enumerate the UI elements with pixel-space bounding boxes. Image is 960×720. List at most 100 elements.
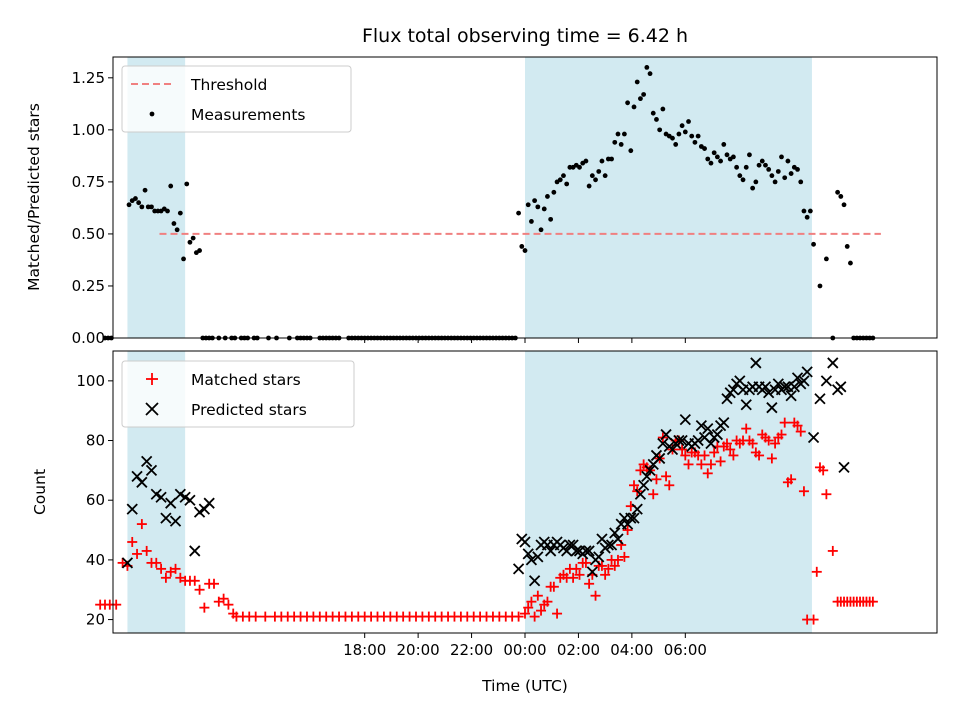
predicted-star-point — [528, 575, 541, 587]
measurement-point — [596, 169, 602, 174]
measurement-point — [638, 96, 643, 102]
matched-star-point — [250, 611, 261, 622]
matched-star-point — [260, 611, 271, 622]
bottom-legend-box — [121, 360, 355, 428]
measurement-point — [743, 164, 749, 170]
predicted-star-point — [586, 566, 598, 578]
bottom-panel: 20 40 60 80 100 18:00 20:00 22:00 00:00 02:00 04:… — [31, 350, 938, 695]
bottom-axes-frame — [112, 350, 938, 634]
predicted-star-point — [673, 434, 685, 447]
measurement-point — [535, 204, 541, 210]
predicted-star-point — [155, 491, 167, 503]
bottom-data-marks — [95, 357, 878, 625]
bottom-x-ticks: 18:00 20:00 22:00 00:00 02:00 04:00 06:00 — [343, 633, 707, 659]
matched-star-point — [747, 438, 758, 449]
x-tick-label: 02:00 — [557, 641, 600, 659]
matched-star-point — [223, 599, 234, 610]
predicted-star-point — [801, 366, 813, 378]
measurement-point — [165, 208, 170, 214]
predicted-star-point — [580, 545, 592, 557]
measurement-point — [139, 204, 145, 210]
matched-star-point — [696, 459, 707, 470]
measurement-point — [532, 198, 538, 204]
measurement-point — [641, 92, 647, 97]
measurement-point — [711, 150, 717, 156]
chart-title: Flux total observing time = 6.42 h — [362, 25, 688, 47]
measurement-point — [557, 177, 563, 183]
matched-star-point — [821, 489, 832, 500]
matched-star-point — [779, 417, 790, 428]
measurement-point — [654, 117, 659, 122]
measurement-point — [593, 177, 598, 183]
matched-star-point — [715, 456, 726, 467]
measurement-point — [583, 158, 589, 164]
measurement-point — [586, 183, 592, 189]
measurement-point — [788, 171, 794, 176]
measurement-point — [538, 227, 544, 233]
predicted-star-point — [631, 503, 643, 515]
measurement-point — [753, 179, 759, 185]
legend-matched-label: Matched stars — [191, 371, 301, 389]
matched-star-point — [532, 590, 543, 601]
x-axis-label: Time (UTC) — [481, 677, 568, 695]
predicted-star-point — [644, 464, 656, 477]
measurement-point — [756, 162, 762, 168]
measurement-point — [577, 164, 582, 170]
measurement-point — [731, 154, 736, 160]
matched-star-point — [709, 447, 720, 458]
predicted-star-point — [750, 357, 762, 369]
matched-star-point — [808, 614, 819, 625]
matched-star-point — [721, 438, 732, 449]
measurement-point — [197, 248, 202, 253]
matched-star-point — [798, 486, 809, 497]
bottom-legend: Matched stars Predicted stars — [121, 360, 355, 428]
matched-star-point — [792, 420, 803, 431]
matched-star-point — [542, 596, 553, 607]
matched-star-point — [170, 563, 181, 574]
top-data-marks — [102, 65, 881, 341]
predicted-star-point — [692, 434, 704, 447]
predicted-star-point — [121, 557, 134, 569]
measurement-point — [721, 142, 727, 147]
y-tick-label: 100 — [76, 372, 105, 390]
matched-star-point — [603, 563, 614, 574]
measurement-point — [679, 123, 685, 129]
measurement-point — [548, 216, 554, 222]
predicted-star-point — [641, 470, 653, 482]
matched-star-point — [702, 468, 713, 479]
predicted-star-point — [814, 393, 826, 405]
top-y-ticks: 0.00 0.25 0.50 0.75 1.00 1.25 — [72, 69, 113, 347]
predicted-star-point — [702, 422, 714, 435]
measurement-point — [823, 256, 829, 262]
matched-star-point — [776, 429, 787, 440]
measurement-point — [708, 160, 714, 166]
measurement-point — [785, 158, 791, 164]
measurement-point — [766, 167, 772, 172]
measurement-point — [779, 154, 784, 160]
y-tick-label: 0.25 — [72, 277, 105, 295]
matched-star-point — [520, 608, 530, 619]
predicted-star-point — [666, 443, 679, 456]
measurement-point — [190, 235, 196, 241]
y-tick-label: 80 — [86, 432, 105, 450]
measurement-point — [692, 139, 698, 145]
measurement-point — [740, 177, 746, 183]
predicted-star-point — [570, 545, 582, 557]
matched-star-point — [160, 572, 171, 583]
top-axes-frame — [112, 56, 938, 339]
predicted-star-point — [169, 515, 182, 527]
measurement-point — [612, 139, 618, 145]
y-tick-label: 0.75 — [72, 173, 105, 191]
matched-star-point — [770, 438, 781, 449]
measurement-point — [702, 146, 707, 151]
matched-star-point — [526, 596, 537, 607]
matched-star-point — [513, 611, 524, 622]
predicted-star-point — [798, 375, 810, 387]
predicted-star-point — [522, 548, 534, 560]
measurement-point — [628, 148, 634, 154]
measurement-point — [174, 227, 180, 233]
predicted-star-point — [763, 387, 775, 399]
matched-star-point — [218, 593, 229, 604]
measurement-point — [817, 283, 823, 289]
measurement-point — [149, 204, 154, 210]
